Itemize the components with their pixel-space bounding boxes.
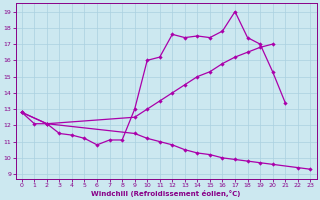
- X-axis label: Windchill (Refroidissement éolien,°C): Windchill (Refroidissement éolien,°C): [91, 190, 241, 197]
